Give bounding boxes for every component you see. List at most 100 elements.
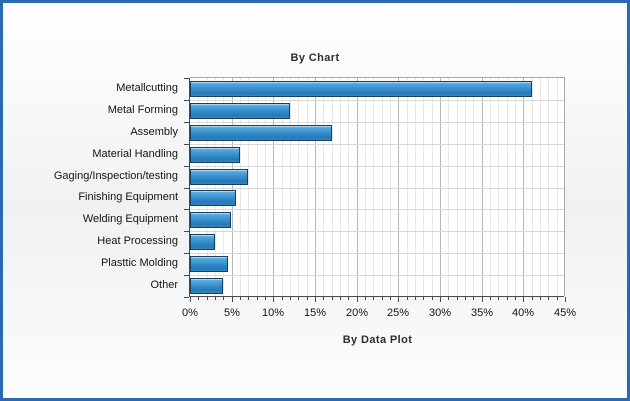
category-label: Metal Forming xyxy=(107,104,178,116)
minor-gridline xyxy=(248,78,249,296)
x-axis-minor-tick xyxy=(323,297,324,300)
category-label: Other xyxy=(150,279,178,291)
x-axis-minor-tick xyxy=(407,297,408,300)
row-gridline xyxy=(190,209,564,210)
x-tick-label: 15% xyxy=(303,307,327,319)
minor-gridline xyxy=(498,78,499,296)
x-tick-label: 25% xyxy=(386,307,410,319)
x-axis-minor-tick xyxy=(282,297,283,300)
x-axis-minor-tick xyxy=(540,297,541,300)
x-axis-major-tick xyxy=(273,297,274,302)
x-tick-label: 0% xyxy=(182,307,198,319)
x-axis-minor-tick xyxy=(473,297,474,300)
minor-gridline xyxy=(290,78,291,296)
x-axis-minor-tick xyxy=(548,297,549,300)
minor-gridline xyxy=(307,78,308,296)
major-gridline xyxy=(315,78,316,296)
bar xyxy=(190,212,231,228)
y-axis-tick xyxy=(184,209,189,210)
x-axis-major-tick xyxy=(482,297,483,302)
x-axis-minor-tick xyxy=(240,297,241,300)
bar xyxy=(190,256,228,272)
minor-gridline xyxy=(323,78,324,296)
minor-gridline xyxy=(540,78,541,296)
y-axis-line xyxy=(189,78,190,296)
bar xyxy=(190,81,532,97)
y-axis-tick xyxy=(184,231,189,232)
major-gridline xyxy=(398,78,399,296)
x-axis-minor-tick xyxy=(365,297,366,300)
x-axis-minor-tick xyxy=(298,297,299,300)
x-axis-minor-tick xyxy=(532,297,533,300)
minor-gridline xyxy=(415,78,416,296)
x-axis-major-tick xyxy=(315,297,316,302)
x-axis-minor-tick xyxy=(457,297,458,300)
row-gridline xyxy=(190,122,564,123)
minor-gridline xyxy=(457,78,458,296)
minor-gridline xyxy=(407,78,408,296)
minor-gridline xyxy=(365,78,366,296)
x-axis-minor-tick xyxy=(265,297,266,300)
x-axis-minor-tick xyxy=(215,297,216,300)
x-axis-major-tick xyxy=(190,297,191,302)
x-axis-minor-tick xyxy=(340,297,341,300)
minor-gridline xyxy=(432,78,433,296)
x-axis-minor-tick xyxy=(423,297,424,300)
y-axis-tick xyxy=(184,253,189,254)
minor-gridline xyxy=(198,78,199,296)
minor-gridline xyxy=(240,78,241,296)
x-axis-major-tick xyxy=(440,297,441,302)
x-axis-minor-tick xyxy=(207,297,208,300)
category-label: Assembly xyxy=(130,126,178,138)
y-axis-tick xyxy=(184,297,189,298)
row-gridline xyxy=(190,188,564,189)
minor-gridline xyxy=(282,78,283,296)
x-axis-minor-tick xyxy=(557,297,558,300)
minor-gridline xyxy=(373,78,374,296)
major-gridline xyxy=(273,78,274,296)
x-axis-minor-tick xyxy=(257,297,258,300)
y-axis-tick xyxy=(184,122,189,123)
bar xyxy=(190,125,332,141)
minor-gridline xyxy=(548,78,549,296)
y-axis-tick xyxy=(184,275,189,276)
x-axis-minor-tick xyxy=(415,297,416,300)
minor-gridline xyxy=(207,78,208,296)
minor-gridline xyxy=(532,78,533,296)
category-label: Welding Equipment xyxy=(82,213,178,225)
y-axis-tick xyxy=(184,188,189,189)
minor-gridline xyxy=(423,78,424,296)
minor-gridline xyxy=(340,78,341,296)
minor-gridline xyxy=(515,78,516,296)
category-label: Material Handling xyxy=(92,148,178,160)
x-axis-minor-tick xyxy=(498,297,499,300)
chart-title: By Chart xyxy=(290,52,340,64)
bar xyxy=(190,278,223,294)
x-tick-label: 20% xyxy=(345,307,369,319)
minor-gridline xyxy=(257,78,258,296)
x-axis-minor-tick xyxy=(432,297,433,300)
x-axis-minor-tick xyxy=(198,297,199,300)
minor-gridline xyxy=(332,78,333,296)
minor-gridline xyxy=(473,78,474,296)
minor-gridline xyxy=(557,78,558,296)
bar xyxy=(190,103,290,119)
minor-gridline xyxy=(448,78,449,296)
minor-gridline xyxy=(507,78,508,296)
x-axis-minor-tick xyxy=(515,297,516,300)
x-axis-minor-tick xyxy=(332,297,333,300)
major-gridline xyxy=(440,78,441,296)
x-tick-label: 5% xyxy=(224,307,240,319)
minor-gridline xyxy=(265,78,266,296)
x-axis-minor-tick xyxy=(348,297,349,300)
bar xyxy=(190,234,215,250)
x-axis-minor-tick xyxy=(373,297,374,300)
category-label: Finishing Equipment xyxy=(78,191,178,203)
x-axis-minor-tick xyxy=(248,297,249,300)
y-axis-tick xyxy=(184,78,189,79)
x-axis-minor-tick xyxy=(290,297,291,300)
x-tick-label: 40% xyxy=(511,307,535,319)
major-gridline xyxy=(482,78,483,296)
category-label: Heat Processing xyxy=(97,235,178,247)
